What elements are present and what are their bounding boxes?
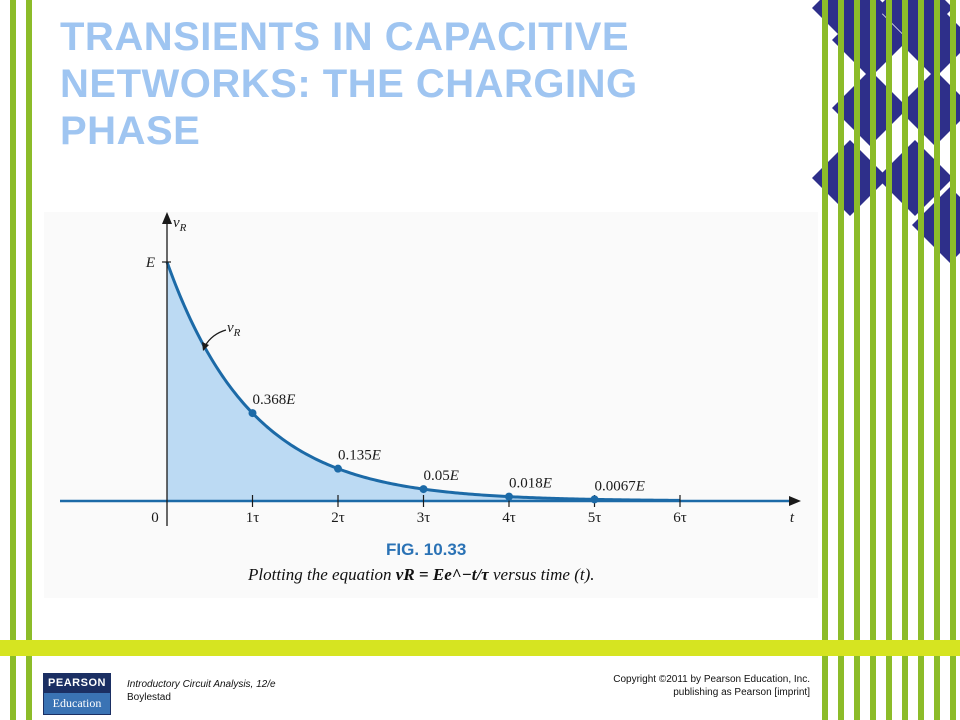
x-tick-label-4: 4τ	[502, 510, 516, 526]
y-axis-label: vR	[173, 215, 187, 234]
x-tick-label-0: 0	[151, 510, 159, 526]
data-label-5: 0.0067E	[595, 478, 645, 494]
right-stripe-3	[854, 0, 860, 720]
description-prefix: Plotting the equation	[248, 565, 396, 584]
y-axis-arrow	[162, 212, 172, 224]
decor-diamond-4	[897, 2, 960, 78]
data-point-3	[419, 485, 428, 494]
x-tick-label-3: 3τ	[417, 510, 431, 526]
logo-bottom-text: Education	[44, 693, 110, 714]
right-stripe-1	[822, 0, 828, 720]
left-stripe-1	[10, 0, 16, 720]
area-under-curve	[167, 262, 680, 501]
data-point-1	[248, 409, 257, 418]
slide-title-line-3: PHASE	[60, 109, 201, 153]
x-tick-label-6: 6τ	[673, 510, 687, 526]
y-tick-label-E: E	[145, 255, 155, 271]
copyright-line-2: publishing as Pearson [imprint]	[673, 687, 810, 698]
figure-caption: FIG. 10.33	[386, 540, 467, 559]
logo-top-text: PEARSON	[44, 674, 110, 693]
right-stripe-5	[886, 0, 892, 720]
data-point-2	[334, 464, 342, 473]
data-label-3: 0.05E	[424, 468, 459, 484]
copyright-notice: Copyright ©2011 by Pearson Education, In…	[560, 673, 810, 699]
x-tick-label-1: 1τ	[246, 510, 260, 526]
x-axis-arrow	[789, 496, 801, 506]
description-equation: vR = Ee^−t/τ	[395, 565, 489, 584]
curve-annotation-arrowhead	[202, 342, 209, 351]
x-axis-label: t	[790, 510, 795, 526]
right-stripe-2	[838, 0, 844, 720]
bottom-band	[0, 640, 960, 656]
slide-title-line-1: TRANSIENTS IN CAPACITIVE	[60, 15, 630, 59]
data-label-1: 0.368E	[253, 392, 296, 408]
right-stripe-9	[950, 0, 956, 720]
data-point-5	[590, 495, 599, 504]
right-stripe-8	[934, 0, 940, 720]
left-stripe-2	[26, 0, 32, 720]
figure-description: Plotting the equation vR = Ee^−t/τ versu…	[248, 565, 595, 585]
curve-annotation-pointer	[204, 329, 227, 347]
curve-annotation-label: vR	[227, 320, 241, 339]
data-label-2: 0.135E	[338, 448, 381, 464]
x-tick-label-2: 2τ	[331, 510, 345, 526]
slide-title: TRANSIENTS IN CAPACITIVE NETWORKS: THE C…	[60, 14, 700, 155]
data-point-4	[505, 492, 513, 501]
right-stripe-6	[902, 0, 908, 720]
right-stripe-4	[870, 0, 876, 720]
decor-diamond-7	[812, 140, 888, 216]
book-title: Introductory Circuit Analysis, 12/e	[127, 679, 276, 690]
copyright-line-1: Copyright ©2011 by Pearson Education, In…	[613, 674, 810, 685]
description-suffix: versus time (t).	[488, 565, 595, 584]
x-tick-label-5: 5τ	[588, 510, 602, 526]
right-stripe-7	[918, 0, 924, 720]
decor-diamond-6	[897, 70, 960, 146]
data-label-4: 0.018E	[509, 476, 552, 492]
book-author: Boylestad	[127, 692, 171, 703]
book-info: Introductory Circuit Analysis, 12/e Boyl…	[127, 678, 276, 704]
pearson-education-logo: PEARSON Education	[43, 673, 111, 715]
slide-title-line-2: NETWORKS: THE CHARGING	[60, 62, 638, 106]
